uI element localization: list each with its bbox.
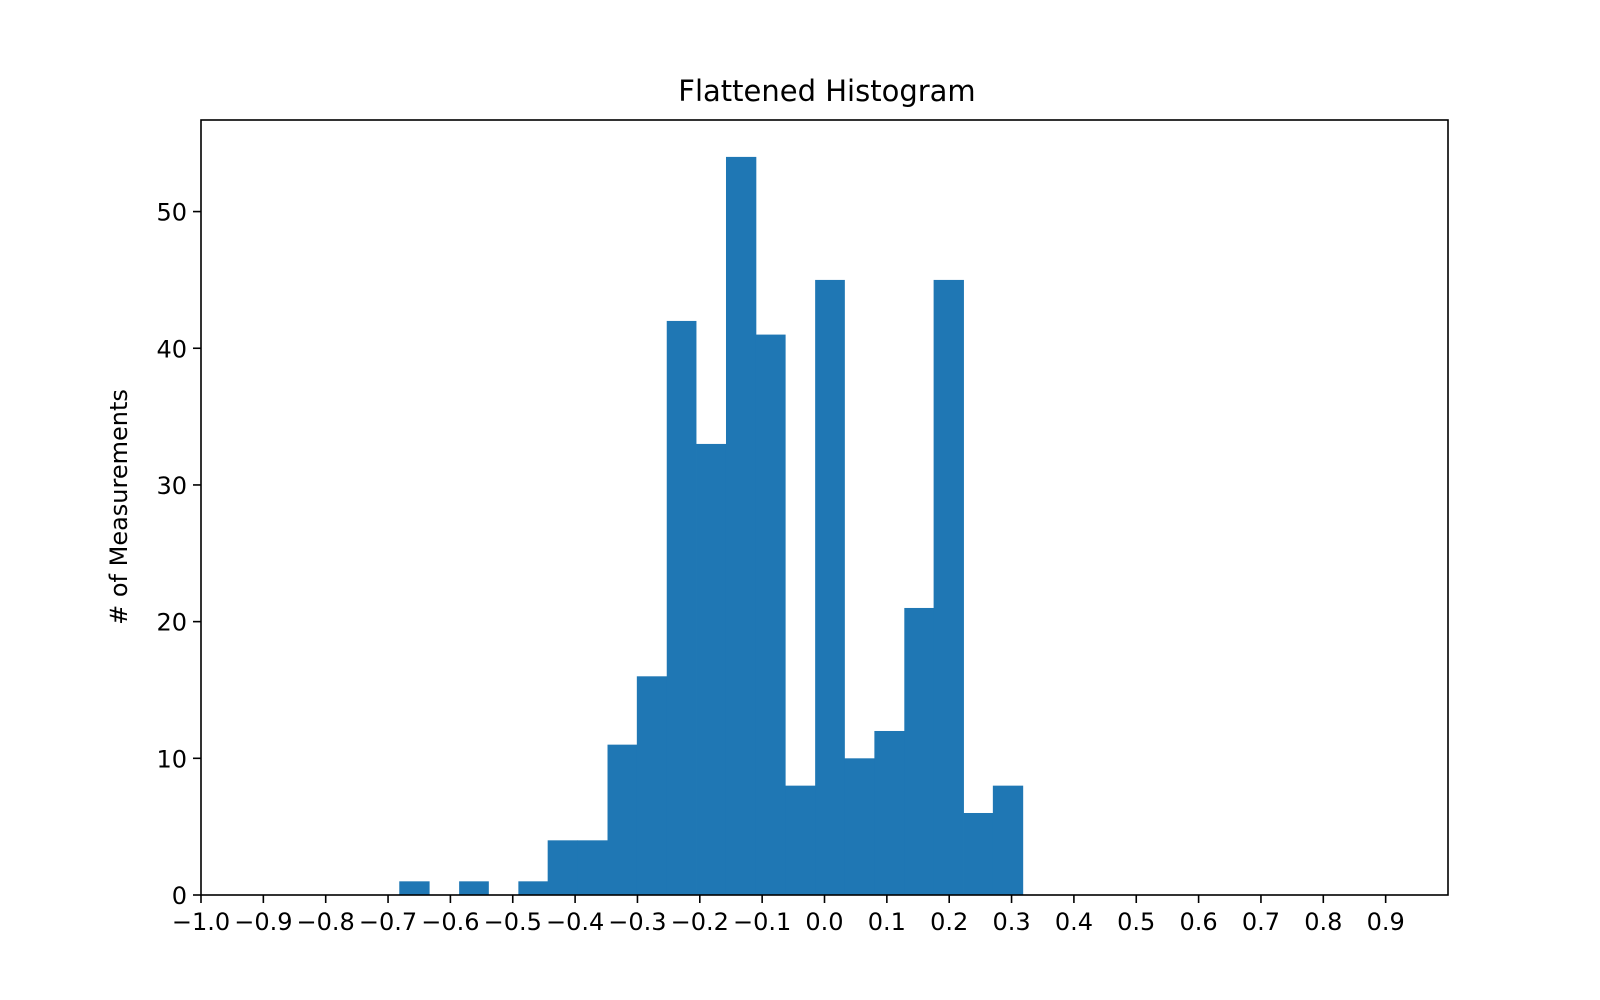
x-axis: −1.0 −0.9 −0.8 −0.7 −0.6 −0.5 −0.4 −0.3 −0.2 −0.1…	[172, 895, 1405, 936]
x-tick-label: −0.6	[421, 908, 479, 936]
x-tick-label: 0.7	[1242, 908, 1280, 936]
y-tick-label: 50	[156, 199, 187, 227]
histogram-bar	[518, 881, 549, 895]
x-tick-label: 0.1	[868, 908, 906, 936]
histogram-bar	[904, 607, 935, 895]
x-tick-label: 0.9	[1367, 908, 1405, 936]
histogram-bar	[963, 812, 994, 895]
y-tick-label: 20	[156, 609, 187, 637]
histogram-bar	[607, 744, 638, 895]
histogram-bar	[666, 320, 697, 895]
x-tick-label: 0.4	[1055, 908, 1093, 936]
histogram-bar	[696, 443, 727, 895]
histogram-bar	[459, 881, 489, 895]
x-tick-label: −1.0	[172, 908, 230, 936]
histogram-bar	[636, 676, 668, 895]
x-tick-label: 0.2	[930, 908, 968, 936]
y-tick-label: 0	[172, 882, 187, 910]
bars-layer	[399, 156, 1024, 896]
chart-title: Flattened Histogram	[678, 74, 975, 108]
x-tick-label: −0.8	[297, 908, 355, 936]
histogram-bar	[577, 840, 608, 895]
plot-frame	[200, 119, 1449, 896]
x-tick-label: 0.6	[1180, 908, 1218, 936]
y-axis: 0 10 20 30 40 50	[156, 199, 201, 910]
x-tick-label: −0.5	[484, 908, 542, 936]
histogram-bar	[755, 334, 786, 896]
y-axis-label: # of Measurements	[105, 389, 133, 625]
y-tick-label: 10	[156, 745, 187, 773]
x-tick-label: −0.4	[546, 908, 604, 936]
x-tick-label: −0.1	[733, 908, 791, 936]
x-tick-label: 0.5	[1117, 908, 1155, 936]
y-tick-label: 30	[156, 472, 187, 500]
histogram-bar	[399, 881, 430, 895]
histogram-bar	[992, 785, 1024, 895]
histogram-bar	[874, 730, 905, 895]
x-tick-label: 0.0	[805, 908, 843, 936]
histogram-bar	[844, 758, 875, 895]
histogram-bar	[725, 156, 757, 895]
y-tick-label: 40	[156, 335, 187, 363]
x-tick-label: −0.7	[359, 908, 417, 936]
x-tick-label: 0.3	[992, 908, 1030, 936]
x-tick-label: −0.2	[671, 908, 729, 936]
x-tick-label: −0.9	[234, 908, 292, 936]
histogram-bar	[933, 279, 964, 895]
histogram-bar	[785, 785, 816, 895]
x-tick-label: −0.3	[608, 908, 666, 936]
x-tick-label: 0.8	[1304, 908, 1342, 936]
histogram-bar	[815, 279, 845, 895]
histogram-bar	[547, 840, 578, 895]
